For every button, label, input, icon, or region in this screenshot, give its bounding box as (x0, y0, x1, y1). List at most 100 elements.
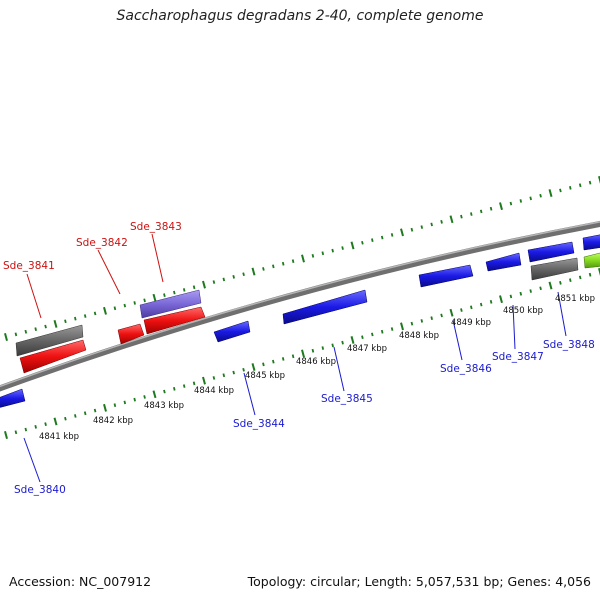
minor-tick (479, 302, 483, 307)
minor-tick (569, 185, 572, 190)
major-tick (4, 431, 8, 439)
leader-line-sde-3848 (557, 291, 567, 337)
minor-tick (410, 321, 414, 326)
minor-tick (44, 422, 47, 427)
scale-label: 4850 kbp (503, 306, 543, 316)
minor-tick (291, 259, 295, 264)
major-tick (301, 254, 305, 263)
minor-tick (113, 403, 117, 408)
minor-tick (361, 335, 364, 340)
minor-tick (440, 219, 443, 224)
gene-label-sde-3845: Sde_3845 (321, 393, 373, 405)
topology-text: Topology: circular; Length: 5,057,531 bp… (247, 574, 591, 589)
minor-tick (64, 319, 67, 324)
minor-tick (509, 294, 513, 299)
minor-tick (311, 253, 315, 258)
gene-label-sde-3841: Sde_3841 (3, 260, 55, 272)
scale-label: 4848 kbp (399, 331, 439, 341)
minor-tick (489, 299, 493, 304)
minor-tick (539, 193, 542, 198)
major-tick (400, 228, 404, 237)
minor-tick (14, 332, 18, 337)
minor-tick (93, 311, 97, 316)
major-tick (350, 241, 355, 250)
minor-tick (74, 414, 77, 418)
minor-tick (123, 400, 127, 405)
minor-tick (420, 319, 424, 323)
minor-tick (331, 248, 334, 253)
gene-labels: Sde_3840 Sde_3841 Sde_3842 Sde_3843 Sde_… (3, 221, 595, 496)
minor-tick (470, 305, 473, 310)
major-tick (202, 376, 206, 385)
leader-line-sde-3845 (333, 346, 345, 392)
minor-tick (440, 313, 443, 318)
minor-tick (321, 346, 325, 350)
scale-label: 4849 kbp (451, 318, 491, 328)
minor-tick (519, 199, 523, 203)
minor-tick (559, 280, 562, 285)
minor-tick (281, 261, 285, 266)
minor-tick (529, 196, 532, 201)
major-tick (251, 267, 256, 276)
minor-tick (588, 180, 592, 185)
gene-arrow-green (583, 252, 600, 269)
gene-arrow-red (117, 323, 145, 345)
minor-tick (371, 332, 374, 337)
minor-tick (192, 285, 196, 290)
minor-tick (173, 386, 176, 391)
major-tick (400, 322, 404, 331)
minor-tick (331, 343, 334, 348)
gene-label-sde-3847: Sde_3847 (492, 351, 544, 363)
major-tick (598, 176, 600, 184)
scale-label: 4846 kbp (296, 357, 336, 367)
gene-arrow-red (143, 306, 206, 335)
major-tick (103, 403, 107, 412)
minor-tick (163, 293, 166, 298)
scale-label: 4842 kbp (93, 416, 133, 426)
major-tick (449, 308, 454, 317)
minor-tick (212, 376, 216, 380)
minor-tick (460, 308, 463, 312)
minor-tick (578, 183, 582, 188)
minor-tick (242, 367, 245, 372)
leader-line-sde-3842 (97, 249, 121, 295)
minor-tick (113, 306, 117, 311)
minor-tick (479, 209, 483, 214)
major-tick (499, 295, 503, 304)
minor-tick (173, 290, 176, 295)
major-tick (53, 319, 58, 328)
accession-text: Accession: NC_007912 (9, 574, 152, 589)
gene-label-sde-3842: Sde_3842 (76, 237, 128, 249)
minor-tick (262, 267, 265, 271)
major-tick (301, 349, 305, 358)
minor-tick (341, 340, 344, 345)
minor-tick (232, 274, 235, 279)
major-tick (152, 390, 157, 399)
minor-tick (222, 277, 226, 282)
major-tick (598, 268, 600, 276)
minor-tick (74, 316, 77, 321)
major-tick (251, 363, 256, 371)
minor-tick (64, 416, 67, 421)
minor-tick (143, 298, 146, 303)
gene-arrow-gray (15, 324, 84, 357)
gene-arrow-blue (582, 234, 600, 251)
gene-features (0, 234, 600, 408)
label-leader-lines (23, 233, 567, 483)
scale-label: 4847 kbp (347, 344, 387, 354)
scale-label: 4843 kbp (144, 401, 184, 411)
minor-tick (509, 201, 513, 206)
minor-tick (83, 314, 87, 318)
minor-tick (390, 233, 394, 237)
major-tick (548, 189, 553, 198)
minor-tick (133, 301, 136, 305)
minor-tick (93, 408, 97, 413)
minor-tick (281, 357, 285, 361)
minor-tick (182, 384, 186, 388)
minor-tick (519, 291, 523, 296)
gene-arrow-gray (530, 257, 579, 281)
minor-tick (24, 427, 28, 432)
minor-tick (242, 272, 245, 277)
plus-strand-tick-track (4, 176, 600, 341)
